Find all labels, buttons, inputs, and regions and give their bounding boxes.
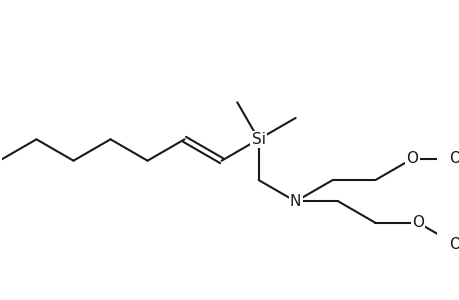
Text: Si: Si	[251, 132, 265, 147]
Text: O: O	[448, 151, 459, 166]
Text: N: N	[289, 194, 301, 209]
Text: O: O	[448, 237, 459, 252]
Text: O: O	[406, 151, 418, 166]
Text: O: O	[411, 215, 423, 230]
